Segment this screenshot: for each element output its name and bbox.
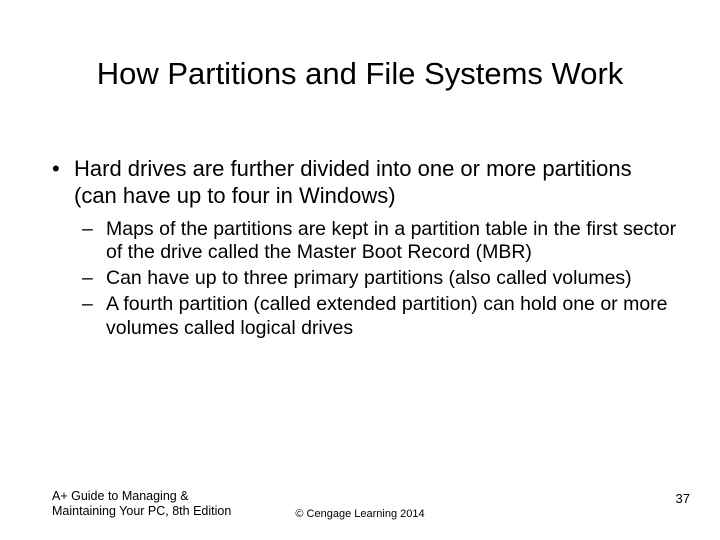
bullet-level2: Can have up to three primary partitions …	[82, 267, 680, 291]
slide: How Partitions and File Systems Work Har…	[0, 0, 720, 540]
slide-title: How Partitions and File Systems Work	[0, 56, 720, 92]
bullet-level1: Hard drives are further divided into one…	[52, 156, 680, 210]
page-number: 37	[676, 491, 690, 506]
bullet-level2: A fourth partition (called extended part…	[82, 293, 680, 341]
slide-body: Hard drives are further divided into one…	[52, 156, 680, 343]
footer-copyright: © Cengage Learning 2014	[0, 508, 720, 520]
bullet-level2: Maps of the partitions are kept in a par…	[82, 218, 680, 266]
footer-left-line1: A+ Guide to Managing &	[52, 489, 231, 505]
